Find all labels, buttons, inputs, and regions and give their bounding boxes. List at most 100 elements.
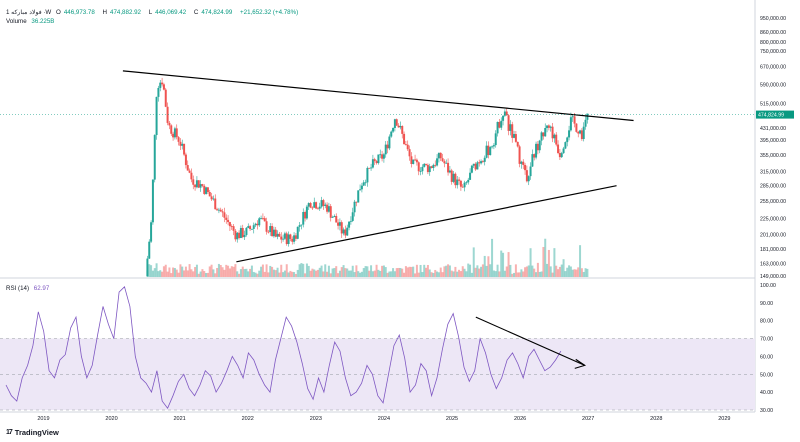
candle-body (520, 161, 523, 164)
time-tick-label: 2029 (718, 416, 730, 422)
candle-body (234, 230, 237, 240)
volume-bar (172, 267, 175, 277)
volume-bar (463, 268, 466, 277)
volume-bar (577, 267, 580, 277)
volume-bar (445, 265, 448, 277)
candle-body (384, 144, 387, 155)
volume-bar (487, 256, 490, 277)
candle-body (496, 121, 499, 134)
volume-bar (179, 264, 182, 277)
volume-bar (351, 265, 354, 277)
candle-body (551, 126, 554, 139)
candle-body (333, 215, 336, 218)
volume-bar (278, 272, 281, 277)
rsi-arrowhead-icon (574, 358, 587, 369)
volume-bar (216, 267, 219, 277)
tradingview-text: TradingView (14, 428, 59, 437)
candle-body (203, 185, 206, 194)
volume-bar (399, 267, 402, 277)
candle-body (423, 163, 426, 167)
volume-bar (525, 266, 528, 277)
volume-bar (239, 269, 242, 277)
candle-body (175, 128, 178, 138)
volume-bar (342, 265, 345, 277)
volume-bar (579, 245, 582, 277)
candle-body (278, 233, 281, 237)
candle-body (313, 202, 316, 208)
volume-bar (382, 265, 385, 277)
candle-body (304, 212, 307, 219)
candle-body (469, 172, 472, 180)
volume-bar (307, 265, 310, 277)
candle-body (267, 231, 270, 233)
price-tick-label: 670,000.00 (760, 65, 786, 71)
candle-body (573, 116, 576, 124)
candle-body (243, 234, 246, 238)
volume-bar (452, 271, 455, 277)
volume-bar (274, 270, 277, 277)
candle-body (261, 217, 264, 219)
price-tick-label: 750,000.00 (760, 49, 786, 55)
candle-body (212, 198, 215, 200)
volume-bar (509, 264, 512, 277)
volume-bar (472, 247, 475, 277)
candle-body (309, 203, 312, 208)
candle-body (239, 227, 242, 238)
candle-body (199, 184, 202, 188)
volume-bar (503, 270, 506, 277)
candle-body (216, 209, 219, 211)
volume-bar (150, 265, 153, 277)
candle-body (370, 167, 373, 169)
volume-bar (337, 273, 340, 277)
volume-bar (194, 267, 197, 277)
volume-bar (531, 265, 534, 277)
volume-bar (417, 272, 420, 277)
candle-body (195, 180, 198, 188)
volume-bar (494, 271, 497, 277)
candle-body (415, 159, 418, 163)
rsi-tick-label: 100.00 (760, 283, 776, 289)
candle-body (454, 173, 457, 186)
candle-body (478, 162, 481, 164)
volume-bar (234, 264, 237, 277)
candle-body (228, 222, 231, 227)
volume-bar (338, 270, 341, 277)
candle-body (428, 166, 431, 173)
change-value: +21,652.32 (+4.78%) (240, 9, 299, 16)
candle-body (467, 179, 470, 183)
volume-bar (502, 252, 505, 277)
candle-body (494, 133, 497, 146)
volume-bar (547, 249, 550, 277)
candle-body (232, 226, 235, 231)
tradingview-watermark[interactable]: 17 TradingView (6, 428, 59, 437)
candle-body (287, 234, 290, 245)
volume-bar (412, 266, 415, 277)
candle-body (470, 165, 473, 173)
volume-bar (542, 246, 545, 277)
symbol-name[interactable]: 1 فولاد مبارکه ·W (6, 9, 52, 16)
candle-body (536, 143, 539, 151)
candle-body (509, 124, 512, 131)
candle-body (223, 212, 226, 218)
rsi-legend[interactable]: RSI (14) 62.97 (6, 285, 52, 292)
volume-bar (195, 264, 198, 277)
candle-body (348, 221, 351, 228)
volume-bar (318, 267, 321, 277)
volume-bar (406, 267, 409, 277)
volume-bar (421, 272, 424, 277)
price-tick-label: 860,000.00 (760, 30, 786, 36)
volume-bar (320, 265, 323, 277)
volume-legend[interactable]: Volume 36.225B (6, 18, 57, 25)
candle-body (371, 159, 374, 168)
volume-bar (373, 270, 376, 277)
volume-bar (241, 266, 244, 277)
candle-body (514, 134, 517, 142)
candle-body (285, 233, 288, 245)
volume-bar (573, 269, 576, 277)
volume-bar (516, 272, 519, 277)
volume-bar (491, 238, 494, 277)
candle-body (219, 209, 222, 212)
volume-bar (375, 264, 378, 277)
candle-body (555, 134, 558, 145)
